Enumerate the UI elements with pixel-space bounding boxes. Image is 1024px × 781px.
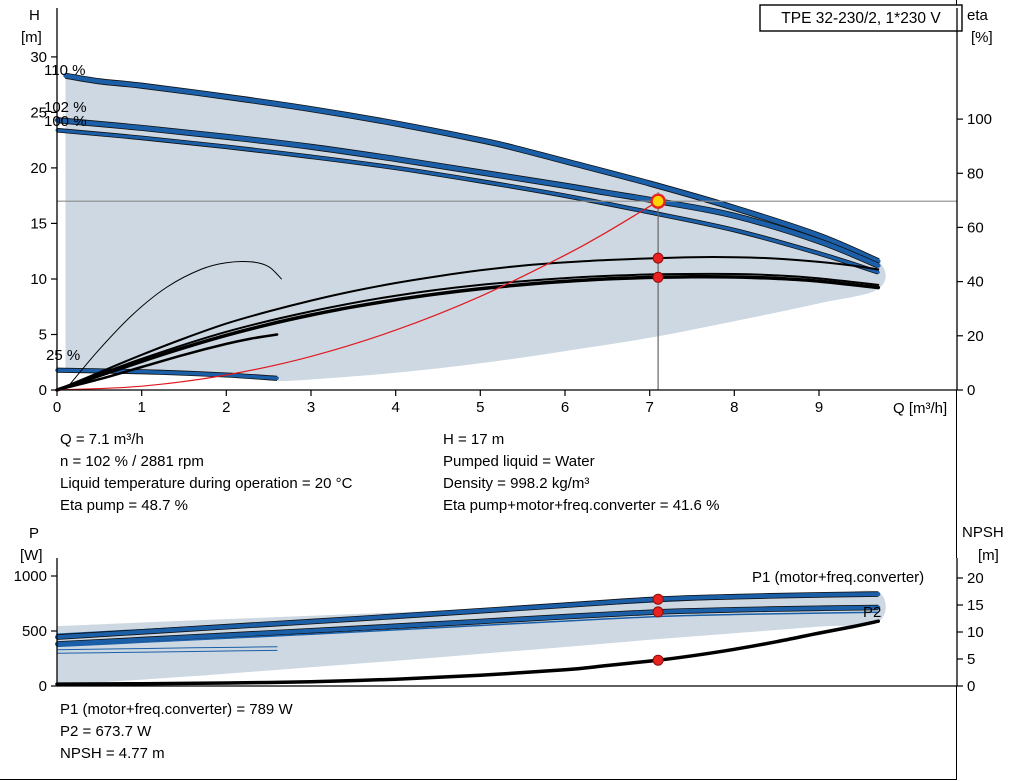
results-left-column: Q = 7.1 m³/h n = 102 % / 2881 rpm Liquid… — [60, 429, 352, 517]
series-p2-100 — [56, 611, 880, 648]
result-p1: P1 (motor+freq.converter) = 789 W — [60, 701, 293, 718]
series-eta-reduced-speed-2 — [55, 333, 279, 392]
y-right-tick-label: 60 — [967, 219, 984, 236]
y-right-tick-label: 80 — [967, 165, 984, 182]
result-dot-marker — [652, 606, 664, 618]
y-left-axis-title: P — [29, 525, 39, 542]
y-right-tick-label: 5 — [967, 651, 975, 668]
series-speed-102 — [54, 117, 881, 268]
pump-type-title: TPE 32-230/2, 1*230 V — [781, 10, 941, 27]
power-npsh-chart: P [W] NPSH [m] 0 500 1000 0 5 10 15 20 P1 (motor… — [14, 524, 1004, 695]
chart-title-box: TPE 32-230/2, 1*230 V — [759, 4, 963, 32]
y-right-axis-unit: [%] — [971, 29, 993, 46]
x-tick-label: 8 — [730, 399, 738, 416]
results-bottom-block: P1 (motor+freq.converter) = 789 W P2 = 6… — [60, 699, 293, 765]
frame-bottom-border — [0, 779, 957, 780]
y-left-tick-label: 10 — [30, 271, 47, 288]
x-axis-title: Q [m³/h] — [893, 400, 947, 417]
series-eta-total — [55, 275, 881, 392]
y-left-tick-label: 0 — [39, 678, 47, 695]
y-left-tick-label: 20 — [30, 160, 47, 177]
x-tick-label: 2 — [222, 399, 230, 416]
y-right-tick-label: 10 — [967, 624, 984, 641]
result-dot-marker — [652, 593, 664, 605]
series-eta-reduced-speed — [69, 261, 282, 386]
result-dot-marker — [652, 252, 664, 264]
annotation-speed-25-label: 25 % — [46, 347, 80, 364]
y-right-axis-title: eta — [967, 7, 989, 24]
annotation-speed-102-label: 102 % — [44, 99, 87, 116]
x-tick-label: 5 — [476, 399, 484, 416]
result-pumped-liquid: Pumped liquid = Water — [443, 453, 595, 470]
x-tick-label: 9 — [815, 399, 823, 416]
y-right-tick-label: 20 — [967, 570, 984, 587]
y-right-tick-label: 40 — [967, 274, 984, 291]
duty-point-marker[interactable] — [650, 193, 666, 209]
result-speed: n = 102 % / 2881 rpm — [60, 453, 204, 470]
y-left-tick-label: 15 — [30, 215, 47, 232]
qh-eta-chart: H [m] eta [%] Q [m³/h] TPE 32-230/2, 1*2… — [21, 4, 993, 417]
annotation-speed-100-label: 100 % — [44, 113, 87, 130]
y-right-tick-label: 0 — [967, 382, 975, 399]
series-p2 — [55, 605, 881, 646]
x-tick-label: 4 — [392, 399, 400, 416]
x-tick-label: 7 — [646, 399, 654, 416]
result-eta-pump: Eta pump = 48.7 % — [60, 497, 188, 514]
chart-title-border — [759, 4, 963, 32]
result-dot-marker — [652, 271, 664, 283]
y-left-axis-title: H — [29, 7, 40, 24]
series-npsh — [55, 619, 881, 686]
series-speed-25 — [55, 368, 279, 381]
result-npsh: NPSH = 4.77 m — [60, 745, 165, 762]
series-p-reduced-1 — [56, 646, 278, 651]
x-tick-label: 3 — [307, 399, 315, 416]
y-left-tick-label: 1000 — [14, 568, 47, 585]
y-right-axis-unit: [m] — [978, 547, 999, 564]
y-right-axis-title: NPSH — [962, 524, 1004, 541]
result-dot-marker — [652, 654, 664, 666]
y-left-tick-label: 25 — [30, 104, 47, 121]
y-left-axis-unit: [W] — [20, 547, 43, 564]
x-tick-label: 6 — [561, 399, 569, 416]
result-liquid-temperature: Liquid temperature during operation = 20… — [60, 475, 353, 492]
series-p-reduced-2 — [56, 649, 278, 654]
annotation-speed-110-label: 110 % — [44, 62, 85, 79]
y-right-tick-label: 100 — [967, 111, 992, 128]
y-left-axis-unit: [m] — [21, 29, 42, 46]
y-left-tick-label: 500 — [22, 623, 47, 640]
x-tick-label: 0 — [53, 399, 61, 416]
result-eta-total: Eta pump+motor+freq.converter = 41.6 % — [443, 497, 720, 514]
results-right-column: H = 17 m Pumped liquid = Water Density =… — [443, 429, 719, 517]
result-flow: Q = 7.1 m³/h — [60, 431, 144, 448]
y-left-tick-label: 0 — [39, 382, 47, 399]
y-right-tick-label: 0 — [967, 678, 975, 695]
y-right-tick-label: 15 — [967, 597, 984, 614]
result-head: H = 17 m — [443, 431, 505, 448]
series-speed-100 — [55, 128, 880, 274]
y-right-tick-label: 20 — [967, 328, 984, 345]
series-speed-110 — [63, 73, 881, 264]
series-eta-pump — [56, 256, 880, 391]
series-eta-total-2 — [56, 272, 880, 391]
result-p2: P2 = 673.7 W — [60, 723, 152, 740]
annotation-p1-label: P1 (motor+freq.converter) — [752, 569, 924, 586]
y-left-tick-label: 30 — [30, 49, 47, 66]
x-tick-label: 1 — [138, 399, 146, 416]
series-p1 — [55, 592, 881, 640]
result-density: Density = 998.2 kg/m³ — [443, 475, 590, 492]
y-left-tick-label: 5 — [39, 327, 47, 344]
annotation-p2-label: P2 — [863, 604, 881, 621]
series-system-curve — [56, 200, 659, 391]
